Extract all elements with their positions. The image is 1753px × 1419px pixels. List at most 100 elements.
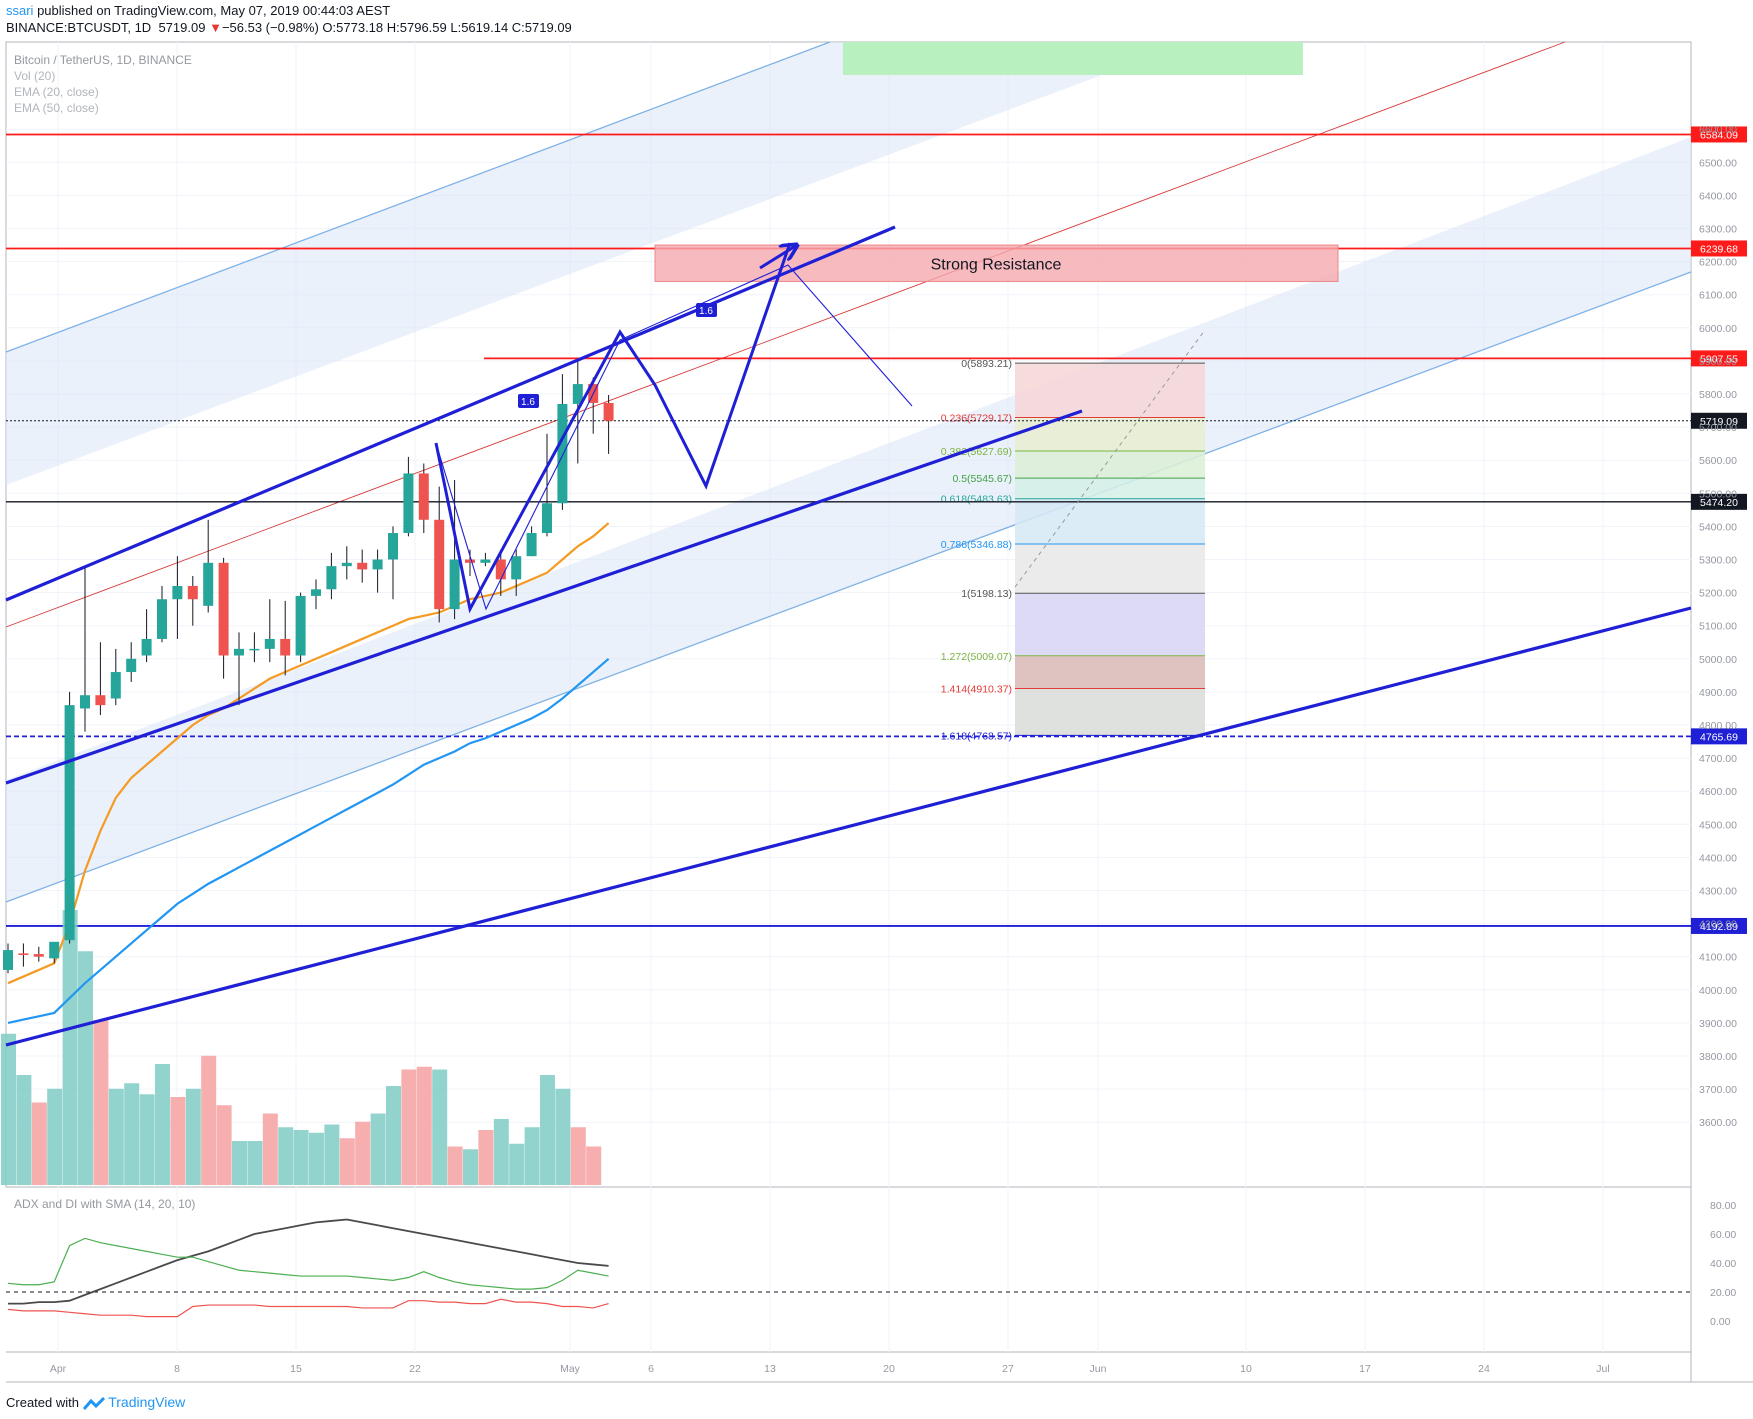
price-level-label: 5719.09 (1700, 416, 1738, 428)
volume-bar (586, 1146, 602, 1185)
price-tick-label: 5500.00 (1699, 488, 1737, 500)
volume-bar (355, 1121, 371, 1185)
price-tick-label: 3600.00 (1699, 1117, 1737, 1129)
candle-body (557, 403, 568, 504)
price-tick-label: 6400.00 (1699, 190, 1737, 202)
candle-body (80, 695, 90, 709)
channel-band-lower (6, 137, 1691, 902)
pattern-ratio-label: 1.6 (699, 306, 713, 317)
price-level-badge (1691, 493, 1747, 510)
fib-trend-dashed (1014, 329, 1206, 588)
ema50-line (7, 657, 610, 1024)
ohlc-values: O:5773.18 H:5796.59 L:5619.14 C:5719.09 (322, 20, 572, 35)
volume-bar (524, 1127, 540, 1185)
price-tick-label: 3900.00 (1699, 1018, 1737, 1030)
fib-zone (1015, 543, 1205, 594)
candle-body (110, 672, 121, 699)
volume-bar (185, 1088, 201, 1185)
candle-body (3, 950, 13, 970)
volume-bar (416, 1066, 432, 1185)
ascending-support-line[interactable] (5, 409, 1083, 785)
volume-bar (463, 1149, 478, 1185)
candle-body (95, 695, 106, 706)
symbol-name: BINANCE:BTCUSDT, 1D (6, 20, 152, 35)
volume-bar (493, 1119, 509, 1185)
volume-bar (108, 1088, 124, 1185)
last-price: 5719.09 (158, 20, 206, 35)
candle-body (542, 503, 552, 534)
price-chart[interactable]: 0(5893.21)0.236(5729.17)0.382(5627.69)0.… (0, 0, 1753, 1390)
candle-body (172, 585, 183, 600)
volume-bar (139, 1094, 155, 1185)
candle-body (18, 953, 29, 956)
price-level-label: 6584.09 (1700, 129, 1738, 141)
candle-body (603, 402, 614, 421)
candle-body (495, 559, 506, 580)
price-tick-label: 5100.00 (1699, 621, 1737, 633)
author-link[interactable]: ssari (6, 3, 34, 18)
candle-body (157, 599, 167, 639)
price-tick-label: 6300.00 (1699, 224, 1737, 236)
price-tick-label: 4800.00 (1699, 720, 1737, 732)
adx-title: ADX and DI with SMA (14, 20, 10) (14, 1197, 195, 1211)
chart-frame (5, 41, 1692, 1188)
volume-bar (62, 910, 78, 1185)
candle-body (64, 705, 75, 941)
strong-resistance-zone: Strong Resistance (654, 244, 1339, 282)
volume-bar (78, 951, 93, 1185)
volume-bar (370, 1113, 386, 1185)
candle-body (249, 648, 260, 651)
legend-entry: Vol (20) (14, 69, 55, 83)
volume-bar (509, 1143, 525, 1185)
fib-level-label: 0.5(5545.67) (952, 473, 1012, 485)
channel-line-bottom (5, 271, 1692, 903)
price-level-badge (1691, 240, 1747, 257)
candle-body (449, 559, 460, 610)
long-term-support-line[interactable] (5, 606, 1692, 1047)
pattern-ratio-badge (696, 303, 717, 317)
volume-bar (232, 1141, 247, 1185)
ascending-resistance-line[interactable] (5, 225, 896, 602)
channel-bands (5, 41, 1692, 903)
harmonic-thin-line[interactable] (435, 264, 913, 611)
volume-bar (47, 1088, 63, 1185)
volume-bar (324, 1124, 340, 1185)
price-level-label: 5474.20 (1700, 497, 1738, 509)
price-level-badge (1691, 350, 1747, 367)
fib-zone (1015, 593, 1205, 656)
price-tick-label: 5700.00 (1699, 422, 1737, 434)
price-tick-label: 5200.00 (1699, 588, 1737, 600)
created-with-label: Created with (6, 1395, 79, 1410)
fib-level-label: 1.414(4910.37) (941, 683, 1012, 695)
candle-body (480, 559, 491, 563)
candle-body (33, 954, 44, 957)
price-level-label: 4192.89 (1700, 921, 1738, 933)
fib-zone (1015, 688, 1205, 736)
adx-pane: ADX and DI with SMA (14, 20, 10) 0.00 20.0… (6, 1197, 1736, 1328)
candle-body (572, 384, 583, 404)
volume-bar (262, 1113, 278, 1185)
volume-bar (170, 1097, 186, 1185)
channel-median (5, 41, 1566, 628)
volume-bar (1, 1033, 16, 1185)
fibonacci-retracement: 0(5893.21)0.236(5729.17)0.382(5627.69)0.… (941, 358, 1205, 742)
time-tick-label: 10 (1240, 1363, 1252, 1375)
time-tick-label: Jul (1596, 1363, 1609, 1375)
candle-body (234, 648, 244, 656)
volume-bar (155, 1064, 170, 1185)
price-tick-label: 6500.00 (1699, 157, 1737, 169)
tradingview-link[interactable]: TradingView (108, 1394, 186, 1410)
price-tick-label: 4200.00 (1699, 919, 1737, 931)
price-tick-label: 5800.00 (1699, 389, 1737, 401)
volume-bar (247, 1141, 263, 1185)
abcd-pattern[interactable] (434, 242, 792, 614)
price-level-label: 4765.69 (1700, 731, 1738, 743)
time-tick-label: May (560, 1363, 581, 1375)
symbol-info: BINANCE:BTCUSDT, 1D 5719.09 ▼−56.53 (−0.… (6, 20, 572, 36)
volume-bar (478, 1130, 494, 1185)
price-change: −56.53 (−0.98%) (221, 20, 319, 35)
volume-bar (216, 1105, 232, 1185)
price-tick-label: 6000.00 (1699, 323, 1737, 335)
adx-tick-label: 80.00 (1710, 1200, 1736, 1212)
channel-line-top (5, 41, 831, 353)
